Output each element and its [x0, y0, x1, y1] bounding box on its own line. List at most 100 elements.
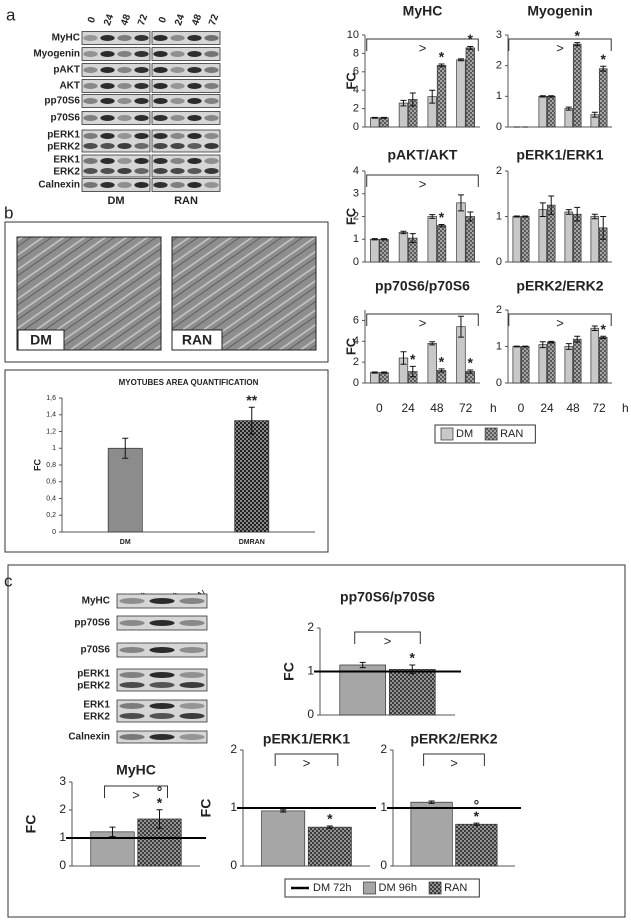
- blot-label: pERK2: [77, 681, 110, 692]
- y-tick-label: 1: [496, 340, 502, 352]
- chart-title: pERK1/ERK1: [516, 147, 603, 163]
- blot-band: [100, 143, 115, 149]
- blot-band: [153, 115, 168, 121]
- bracket: [366, 174, 479, 187]
- chart-title: pp70S6/p70S6: [375, 278, 470, 294]
- blot-band: [149, 682, 175, 688]
- legend-label: DM: [456, 428, 473, 440]
- blot-band: [153, 182, 168, 188]
- bar: [234, 420, 270, 533]
- y-tick-label: 4: [353, 335, 359, 347]
- blot-label: pERK1: [77, 669, 110, 680]
- blot: [81, 31, 151, 45]
- blot-band: [149, 713, 175, 719]
- error-bar: [438, 368, 445, 373]
- bracket-label: >: [556, 40, 564, 55]
- blot-band: [170, 168, 185, 174]
- blot-band: [187, 168, 202, 174]
- error-bar: [467, 369, 474, 374]
- y-tick-label: 0,6: [46, 479, 56, 486]
- annotation: *: [439, 354, 445, 370]
- blot-band: [134, 51, 149, 57]
- blot-band: [134, 115, 149, 121]
- y-tick-label: 2: [496, 60, 502, 72]
- blot-band: [204, 35, 219, 41]
- blot-band: [170, 35, 185, 41]
- legend-label: DM 96h: [379, 882, 418, 894]
- x-tick-label: 72: [459, 401, 473, 415]
- blot-band: [187, 133, 202, 139]
- lane-label: 0: [86, 15, 98, 24]
- blot-label: pp70S6: [74, 618, 110, 629]
- blot: [151, 154, 221, 178]
- y-tick-label: 0: [307, 707, 314, 721]
- blot-band: [117, 115, 132, 121]
- y-axis-label: FC: [343, 207, 358, 225]
- bar: [398, 102, 409, 128]
- error-bar: [156, 809, 163, 829]
- chart-title: MYOTUBES AREA QUANTIFICATION: [119, 378, 259, 387]
- blot-band: [149, 703, 175, 709]
- blot-band: [187, 83, 202, 89]
- blot-band: [134, 182, 149, 188]
- annotation: *: [600, 321, 606, 337]
- blot-band: [149, 647, 175, 653]
- blot-label: ERK2: [83, 712, 110, 723]
- y-tick-label: 2: [380, 742, 387, 756]
- annotation: *: [439, 49, 445, 65]
- blot-band: [204, 133, 219, 139]
- error-bar: [428, 800, 435, 804]
- y-tick-label: 8: [353, 47, 359, 59]
- bracket-label: >: [450, 755, 458, 770]
- error-bar: [429, 341, 436, 346]
- bar: [546, 95, 556, 128]
- y-tick-label: 0: [52, 529, 56, 536]
- chart-title: Myogenin: [527, 3, 592, 19]
- blot-band: [187, 51, 202, 57]
- error-bar: [539, 341, 546, 349]
- blot-band: [100, 158, 115, 164]
- blot: [81, 154, 151, 178]
- bar: [564, 108, 574, 128]
- bar: [598, 68, 608, 128]
- bracket-label: >: [419, 40, 427, 55]
- y-tick-label: 1: [496, 90, 502, 102]
- y-tick-label: 1: [230, 800, 237, 814]
- y-tick-label: 0: [353, 256, 359, 268]
- annotation: *: [157, 794, 163, 810]
- x-tick-label: 24: [540, 401, 554, 415]
- blot-band: [100, 98, 115, 104]
- error-bar: [371, 238, 378, 241]
- blot-band: [119, 598, 145, 604]
- blot-band: [153, 83, 168, 89]
- blot-band: [83, 115, 98, 121]
- bar: [538, 209, 548, 263]
- error-bar: [400, 99, 407, 107]
- y-tick-label: 1: [353, 233, 359, 245]
- annotation: **: [246, 392, 257, 408]
- blot-band: [117, 98, 132, 104]
- y-tick-label: 1: [496, 210, 502, 222]
- error-bar: [513, 215, 520, 218]
- error-bar: [438, 223, 445, 228]
- blot: [151, 94, 221, 108]
- annotation: *: [468, 355, 474, 371]
- bar: [107, 447, 143, 533]
- y-axis-label: FC: [343, 337, 358, 355]
- error-bar: [457, 58, 464, 62]
- blot-band: [83, 51, 98, 57]
- legend-swatch: [440, 427, 454, 441]
- blot-band: [119, 620, 145, 626]
- bar: [564, 211, 574, 263]
- error-bar: [591, 213, 598, 220]
- error-bar: [381, 371, 388, 374]
- error-bar: [548, 195, 555, 215]
- bracket-label: >: [132, 787, 140, 802]
- bar: [455, 823, 498, 867]
- blot-band: [170, 158, 185, 164]
- lane-label: 48: [119, 13, 133, 28]
- blot-band: [119, 734, 145, 740]
- y-tick-label: 10: [347, 29, 359, 41]
- y-tick-label: 2: [496, 165, 502, 177]
